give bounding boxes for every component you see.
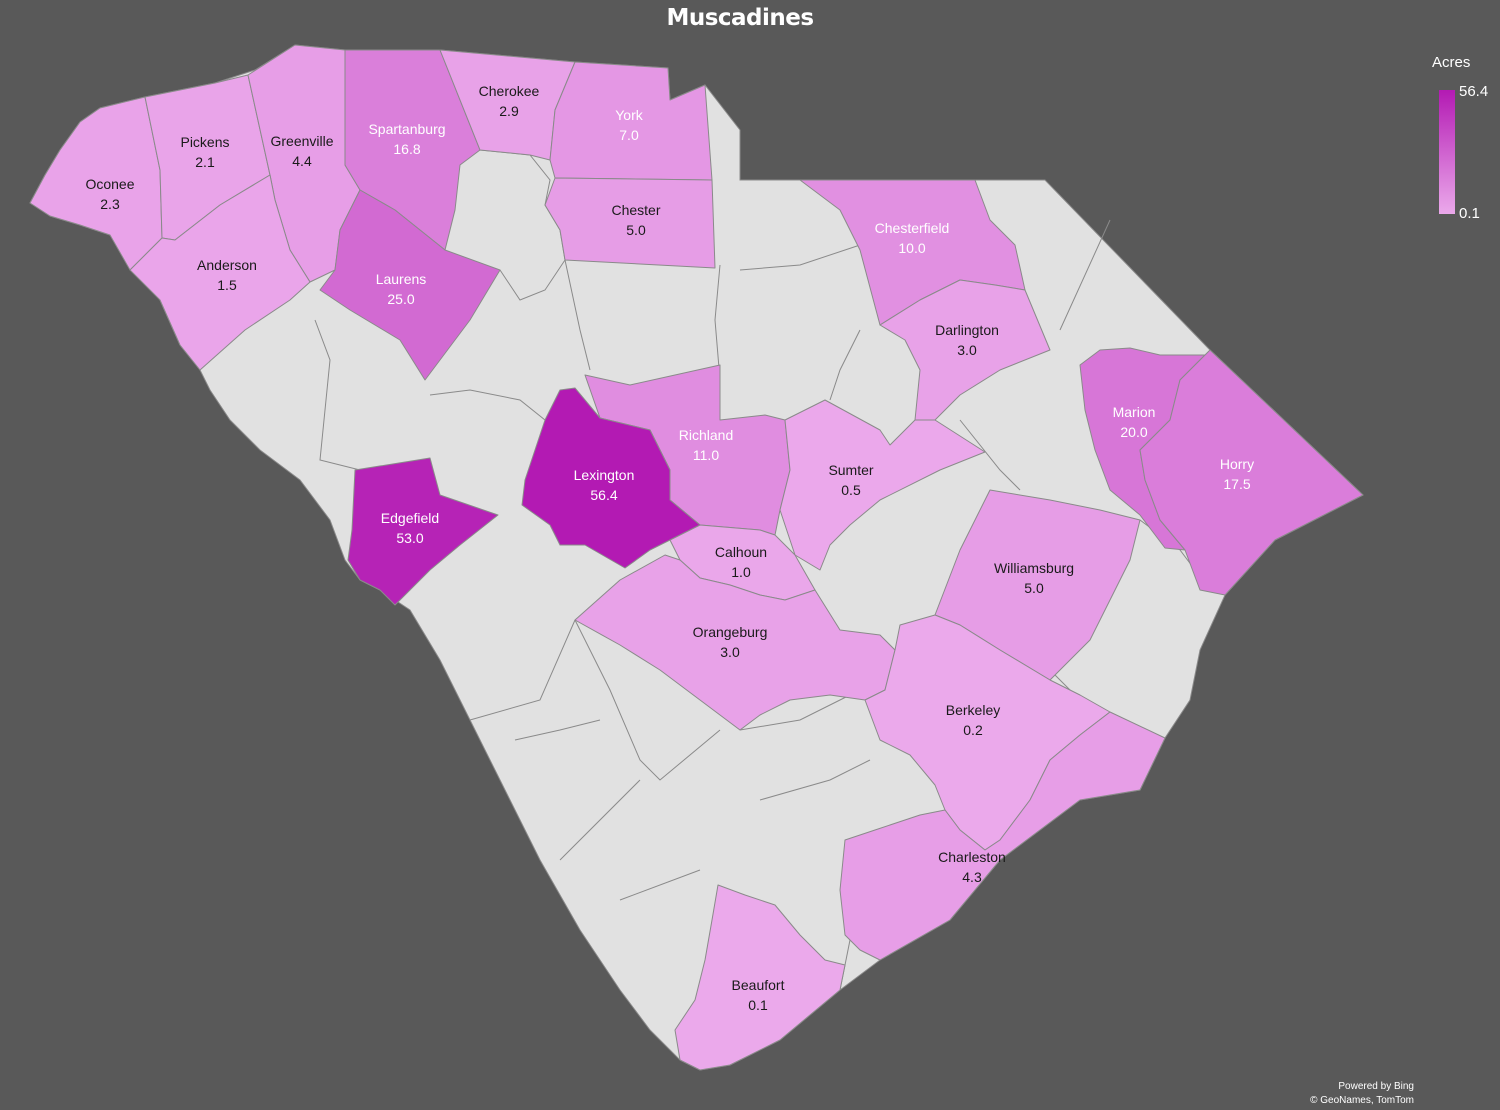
county-name: Oconee <box>85 176 134 192</box>
county-value: 0.5 <box>841 482 861 498</box>
county-label: Pickens 2.1 <box>180 134 229 170</box>
legend-title: Acres <box>1432 54 1471 71</box>
county-label: Richland 11.0 <box>679 427 733 463</box>
county-label: Chesterfield 10.0 <box>875 220 950 256</box>
county-label: Oconee 2.3 <box>85 176 134 212</box>
county-label: Darlington 3.0 <box>935 322 999 358</box>
county-label: Spartanburg 16.8 <box>368 121 445 157</box>
county-beaufort <box>674 884 846 1071</box>
county-name: Berkeley <box>946 702 1000 718</box>
county-name: Horry <box>1220 456 1254 472</box>
county-value: 17.5 <box>1223 476 1250 492</box>
county-label: Greenville 4.4 <box>270 133 333 169</box>
county-name: Beaufort <box>732 977 785 993</box>
county-value: 1.5 <box>217 277 237 293</box>
county-name: Greenville <box>270 133 333 149</box>
county-label: Marion 20.0 <box>1113 404 1156 440</box>
county-value: 1.0 <box>731 564 751 580</box>
county-name: Charleston <box>938 849 1006 865</box>
county-name: Chesterfield <box>875 220 950 236</box>
county-labels: Oconee 2.3 Pickens 2.1 Greenville 4.4 Spart… <box>85 83 1254 1013</box>
county-value: 2.3 <box>100 196 120 212</box>
county-lexington <box>521 387 701 569</box>
county-label: York 7.0 <box>615 107 644 143</box>
county-label: Cherokee 2.9 <box>479 83 540 119</box>
county-sumter <box>779 399 986 571</box>
county-darlington <box>879 279 1051 421</box>
county-value: 20.0 <box>1120 424 1147 440</box>
county-label: Lexington 56.4 <box>574 467 635 503</box>
county-name: York <box>615 107 644 123</box>
county-chester <box>544 177 716 269</box>
county-value: 53.0 <box>396 530 423 546</box>
county-value: 2.9 <box>499 103 519 119</box>
county-label: Beaufort 0.1 <box>732 977 785 1013</box>
county-name: Cherokee <box>479 83 540 99</box>
county-value: 10.0 <box>898 240 925 256</box>
county-name: Williamsburg <box>994 560 1074 576</box>
county-anderson <box>129 174 311 371</box>
county-value: 0.1 <box>748 997 768 1013</box>
county-value: 4.4 <box>292 153 312 169</box>
county-name: Laurens <box>376 271 427 287</box>
county-label: Laurens 25.0 <box>376 271 427 307</box>
county-label: Anderson 1.5 <box>197 257 257 293</box>
county-name: Marion <box>1113 404 1156 420</box>
county-value: 0.2 <box>963 722 983 738</box>
county-label: Berkeley 0.2 <box>946 702 1000 738</box>
county-value: 2.1 <box>195 154 215 170</box>
legend-max-label: 56.4 <box>1459 83 1489 100</box>
county-charleston <box>839 711 1166 961</box>
county-label: Williamsburg 5.0 <box>994 560 1074 596</box>
attribution-powered-by: Powered by Bing <box>1338 1081 1414 1092</box>
county-value: 16.8 <box>393 141 420 157</box>
county-label: Horry 17.5 <box>1220 456 1254 492</box>
county-value: 11.0 <box>693 447 719 463</box>
county-value: 56.4 <box>590 487 617 503</box>
legend-min-label: 0.1 <box>1459 205 1480 222</box>
county-value: 25.0 <box>387 291 414 307</box>
attribution-copyright: © GeoNames, TomTom <box>1310 1095 1414 1106</box>
county-label: Chester 5.0 <box>611 202 660 238</box>
county-label: Charleston 4.3 <box>938 849 1006 885</box>
county-name: Lexington <box>574 467 635 483</box>
county-name: Chester <box>611 202 660 218</box>
county-value: 3.0 <box>957 342 977 358</box>
county-name: Pickens <box>180 134 229 150</box>
county-edgefield <box>347 457 499 606</box>
county-label: Sumter 0.5 <box>828 462 873 498</box>
county-label: Edgefield 53.0 <box>381 510 439 546</box>
county-laurens <box>319 189 501 381</box>
county-name: Spartanburg <box>368 121 445 137</box>
county-name: Richland <box>679 427 733 443</box>
county-orangeburg <box>574 554 896 731</box>
legend-color-scale <box>1439 90 1455 214</box>
county-name: Anderson <box>197 257 257 273</box>
county-value: 5.0 <box>626 222 646 238</box>
county-label: Calhoun 1.0 <box>715 544 767 580</box>
county-value: 4.3 <box>962 869 982 885</box>
county-name: Orangeburg <box>693 624 768 640</box>
county-value: 3.0 <box>720 644 740 660</box>
county-value: 5.0 <box>1024 580 1044 596</box>
county-name: Sumter <box>828 462 873 478</box>
county-horry <box>1139 349 1364 596</box>
county-name: Edgefield <box>381 510 439 526</box>
county-name: Darlington <box>935 322 999 338</box>
county-value: 7.0 <box>619 127 639 143</box>
county-name: Calhoun <box>715 544 767 560</box>
county-label: Orangeburg 3.0 <box>693 624 768 660</box>
map-title: Muscadines <box>666 5 814 31</box>
